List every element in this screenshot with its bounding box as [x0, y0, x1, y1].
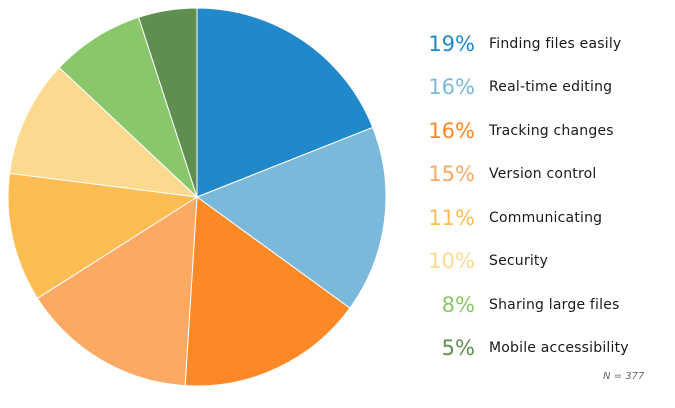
sample-size-note: N = 377 [603, 371, 645, 382]
legend-label: Tracking changes [489, 122, 614, 139]
legend-percent: 15% [428, 162, 475, 187]
legend-label: Finding files easily [489, 35, 622, 52]
legend-label: Communicating [489, 209, 603, 226]
legend-percent: 11% [428, 205, 475, 230]
pie-slice-6 [58, 16, 198, 198]
legend-item-7: 5% Mobile accessibility [417, 327, 667, 371]
pie-slice-7 [137, 7, 198, 198]
legend-percent: 5% [441, 336, 475, 361]
legend-item-4: 11% Communicating [417, 196, 667, 240]
pie-slice-3 [36, 196, 198, 387]
pie-slice-2 [184, 196, 351, 387]
legend-percent: 19% [428, 31, 475, 56]
legend-label: Mobile accessibility [489, 340, 629, 357]
legend-label: Real-time editing [489, 79, 613, 96]
legend-item-3: 15% Version control [417, 153, 667, 197]
legend-item-6: 8% Sharing large files [417, 283, 667, 327]
pie-slice-5 [8, 66, 199, 198]
legend-label: Security [489, 253, 549, 270]
chart-legend: 19% Finding files easily 16% Real-time edit… [417, 22, 667, 370]
pie-chart [7, 7, 387, 387]
pie-slice-1 [195, 126, 387, 309]
legend-label: Sharing large files [489, 296, 620, 313]
legend-item-2: 16% Tracking changes [417, 109, 667, 153]
legend-percent: 8% [441, 292, 475, 317]
legend-item-5: 10% Security [417, 240, 667, 284]
legend-percent: 16% [428, 75, 475, 100]
pie-slice-0 [196, 7, 374, 198]
legend-percent: 10% [428, 249, 475, 274]
legend-item-1: 16% Real-time editing [417, 66, 667, 110]
legend-label: Version control [489, 166, 597, 183]
pie-slice-4 [7, 172, 199, 299]
legend-item-0: 19% Finding files easily [417, 22, 667, 66]
legend-percent: 16% [428, 118, 475, 143]
